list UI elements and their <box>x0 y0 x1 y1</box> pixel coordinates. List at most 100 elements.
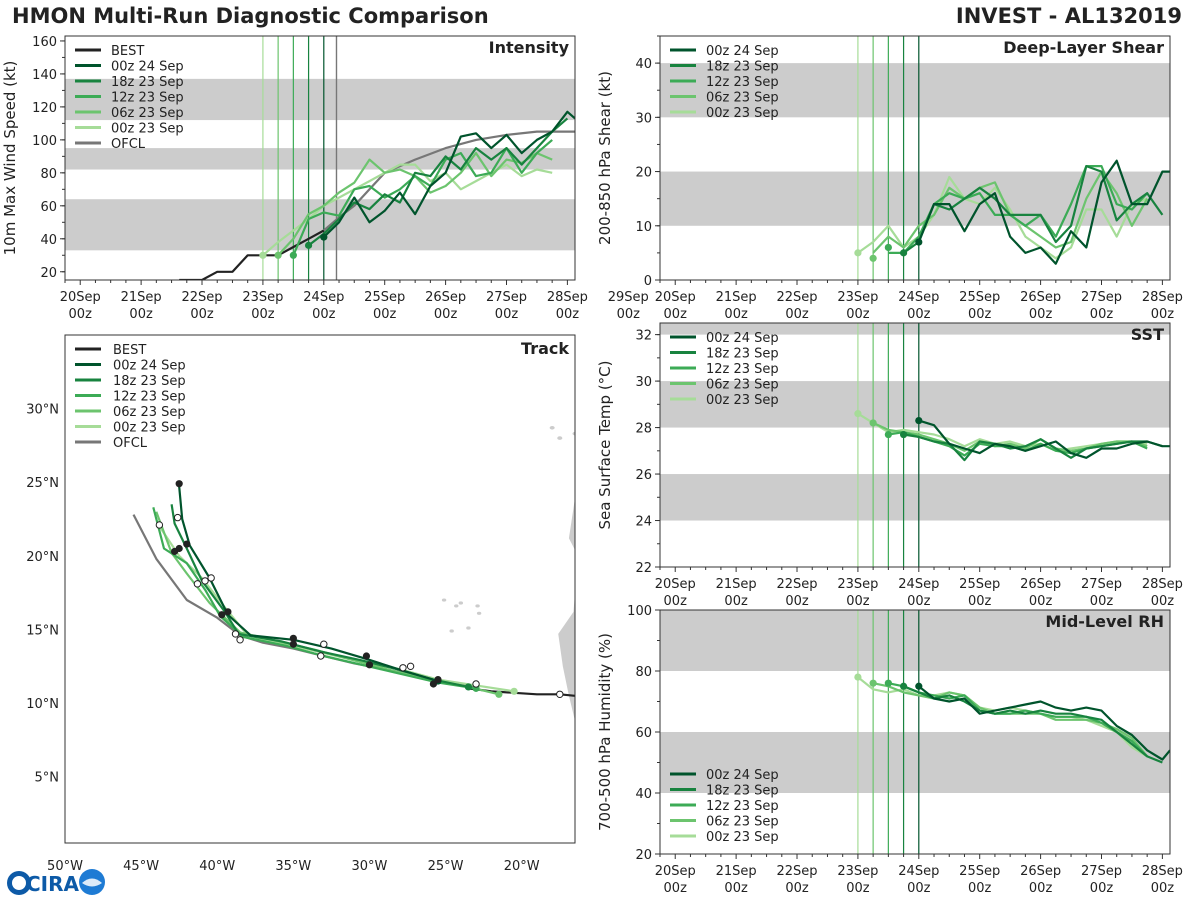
sst-legend-label: 00z 23 Sep <box>706 393 779 408</box>
shear-init-marker <box>915 238 923 246</box>
shear-xtick-date: 27Sep <box>1081 290 1122 305</box>
cape-verde-island <box>454 604 459 608</box>
track-start-marker <box>510 687 518 695</box>
rh-legend-label: 18z 23 Sep <box>706 784 779 799</box>
track-day-marker <box>171 547 179 556</box>
track-halfday-marker <box>201 577 209 585</box>
shear-ytick-label: 30 <box>635 111 652 126</box>
cape-verde-island <box>466 626 471 630</box>
track-halfday-marker <box>207 574 215 582</box>
cape-verde-island <box>449 629 454 633</box>
intensity-legend-label: BEST <box>111 44 144 59</box>
track-day-marker <box>365 661 374 669</box>
intensity-ytick-label: 100 <box>32 134 57 149</box>
lon-tick-label: 40°W <box>199 859 235 874</box>
track-halfday-marker <box>406 662 415 671</box>
intensity-ytick-label: 20 <box>40 266 57 281</box>
track-halfday-marker <box>556 690 564 698</box>
track-legend-label: 00z 24 Sep <box>113 359 186 374</box>
intensity-xtick-date: 23Sep <box>242 290 283 305</box>
shear-title: Deep-Layer Shear <box>1003 38 1164 57</box>
track-halfday-marker <box>399 664 407 672</box>
lon-corner-label: 50°W <box>47 859 83 874</box>
track-legend-label: OFCL <box>113 436 148 451</box>
sst-init-marker <box>884 430 892 439</box>
track-halfday-marker <box>236 636 244 644</box>
shear-init-marker <box>899 249 908 257</box>
shear-xtick-hour: 00z <box>968 307 992 322</box>
africa-coast <box>558 498 575 721</box>
sst-xtick-hour: 00z <box>846 594 870 609</box>
lat-tick-label: 5°N <box>35 771 60 786</box>
sst-xtick-hour: 00z <box>968 594 992 609</box>
rh-xtick-date: 20Sep <box>655 864 696 879</box>
sst-legend-label: 00z 24 Sep <box>706 331 779 346</box>
sst-ytick-label: 30 <box>635 375 652 390</box>
shear-xtick-hour: 00z <box>907 307 931 322</box>
rh-xtick-hour: 00z <box>846 881 870 896</box>
sst-ytick-label: 32 <box>635 329 652 344</box>
track-halfday-marker <box>193 580 202 588</box>
intensity-xtick-date: 26Sep <box>425 290 466 305</box>
rh-xtick-date: 21Sep <box>716 864 757 879</box>
shear-init-marker <box>869 254 877 262</box>
intensity-series-line <box>323 110 575 238</box>
lon-tick-label: 20°W <box>504 859 540 874</box>
intensity-ytick-label: 60 <box>40 200 57 215</box>
shear-xtick-date: 25Sep <box>959 290 1000 305</box>
cape-verde-island <box>458 601 464 605</box>
track-legend-label: 06z 23 Sep <box>113 405 186 420</box>
rh-xtick-hour: 00z <box>664 881 688 896</box>
intensity-init-marker <box>320 233 328 241</box>
intensity-xtick-date: 29Sep <box>608 290 649 305</box>
intensity-ytick-label: 40 <box>40 233 57 248</box>
track-halfday-marker <box>155 521 164 529</box>
sst-xtick-date: 22Sep <box>776 577 817 592</box>
rh-ylabel: 700-500 hPa Humidity (%) <box>596 633 614 831</box>
shear-ytick-label: 20 <box>635 166 652 181</box>
rh-init-marker <box>915 682 923 690</box>
sst-xtick-date: 20Sep <box>655 577 696 592</box>
sst-legend-label: 06z 23 Sep <box>706 378 779 393</box>
rh-init-marker <box>854 673 862 681</box>
lon-tick-label: 25°W <box>428 859 464 874</box>
rh-xtick-date: 22Sep <box>776 864 817 879</box>
sst-series-line <box>918 419 1170 459</box>
track-legend-label: 18z 23 Sep <box>113 374 186 389</box>
shear-xtick-hour: 00z <box>785 307 809 322</box>
intensity-xtick-hour: 00z <box>373 307 397 322</box>
rh-title: Mid-Level RH <box>1045 612 1164 631</box>
shear-ylabel: 200-850 hPa Shear (kt) <box>596 71 614 245</box>
shear-xtick-date: 26Sep <box>1020 290 1061 305</box>
sst-ytick-label: 24 <box>635 515 652 530</box>
lon-tick-label: 45°W <box>123 859 159 874</box>
rh-legend-label: 00z 23 Sep <box>706 830 779 845</box>
rh-xtick-date: 26Sep <box>1020 864 1061 879</box>
intensity-legend-label: 00z 24 Sep <box>111 60 184 75</box>
shear-plot-area <box>660 36 1170 280</box>
sst-init-marker <box>869 419 877 427</box>
intensity-xtick-hour: 00z <box>434 307 458 322</box>
cape-verde-island <box>476 611 482 615</box>
intensity-xtick-hour: 00z <box>251 307 275 322</box>
track-day-marker <box>434 675 442 684</box>
rh-band <box>660 610 1170 671</box>
shear-ytick-label: 10 <box>635 220 652 235</box>
rh-xtick-date: 23Sep <box>837 864 878 879</box>
intensity-series-line <box>323 130 575 232</box>
rh-ytick-label: 60 <box>635 726 652 741</box>
panel-track: 5°N 10°N 15°N 20°N 25°N 30°N 45°W 40°W 35°W 30°W 2… <box>26 334 576 874</box>
shear-ytick-label: 40 <box>635 57 652 72</box>
sst-ytick-label: 26 <box>635 468 652 483</box>
shear-series-line <box>917 159 1170 265</box>
sst-init-marker <box>899 430 908 439</box>
shear-init-marker <box>884 243 892 252</box>
sst-xtick-date: 28Sep <box>1142 577 1183 592</box>
track-frame <box>64 334 576 844</box>
rh-xtick-date: 27Sep <box>1081 864 1122 879</box>
intensity-ytick-label: 80 <box>40 167 57 182</box>
intensity-xtick-hour: 00z <box>129 307 153 322</box>
shear-band <box>660 171 1170 226</box>
